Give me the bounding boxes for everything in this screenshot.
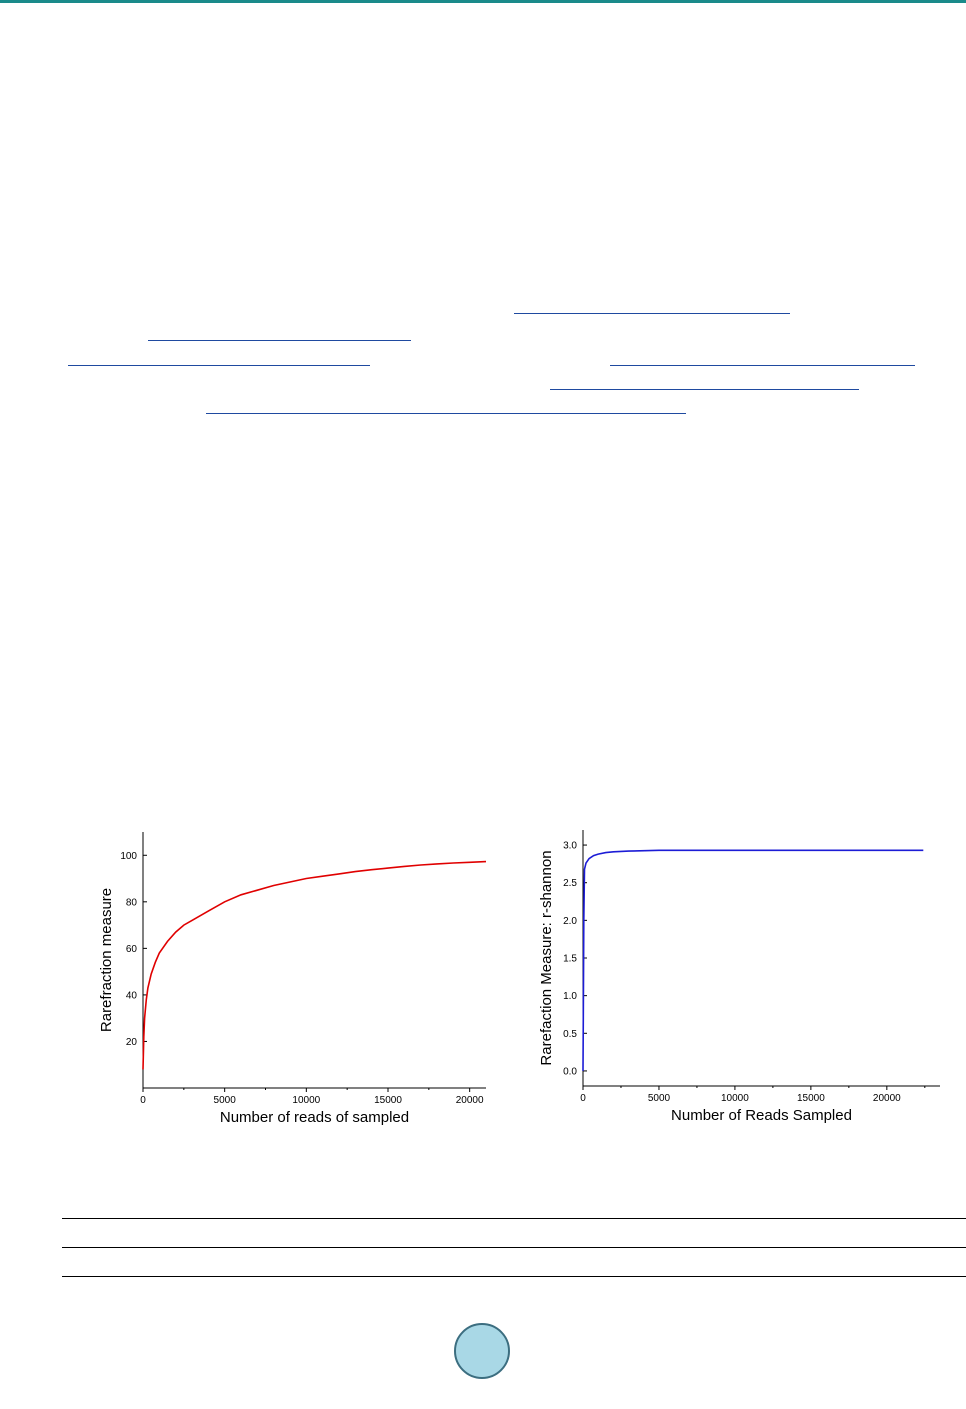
y-tick-label: 20 <box>126 1037 138 1048</box>
y-tick-label: 80 <box>126 897 138 908</box>
citation-link-3[interactable] <box>68 365 370 366</box>
table-bottom-rule <box>62 1276 966 1277</box>
page-number-badge <box>454 1323 510 1379</box>
x-tick-label: 20000 <box>873 1093 901 1104</box>
x-tick-label: 15000 <box>797 1093 825 1104</box>
y-tick-label: 0.0 <box>563 1066 577 1077</box>
table-header-rule <box>62 1247 966 1248</box>
y-axis-title: Rarefraction measure <box>98 888 115 1032</box>
table-top-rule <box>62 1218 966 1219</box>
x-tick-label: 5000 <box>648 1093 671 1104</box>
x-tick-label: 10000 <box>721 1093 749 1104</box>
x-tick-label: 15000 <box>374 1095 402 1106</box>
y-tick-label: 1.0 <box>563 991 577 1002</box>
y-tick-label: 3.0 <box>563 841 577 852</box>
citation-link-1[interactable] <box>514 313 790 314</box>
series-line-1 <box>582 849 924 1071</box>
x-axis-title: Number of reads of sampled <box>220 1109 409 1126</box>
x-axis-title: Number of Reads Sampled <box>671 1107 852 1124</box>
rarefaction-chart-left: 0 5000 10000 15000 20000 20 40 60 80 100 Number of… <box>90 820 500 1140</box>
rarefaction-chart-right: 0 5000 10000 15000 20000 0.0 0.5 1.0 1.5 2.0 2.5 3.… <box>528 812 948 1140</box>
x-tick-label: 0 <box>140 1095 146 1106</box>
rarefaction-chart-left-svg: 0 5000 10000 15000 20000 20 40 60 80 100 Number of… <box>98 832 487 1126</box>
y-tick-label: 40 <box>126 990 138 1001</box>
citation-link-5[interactable] <box>550 389 859 390</box>
y-tick-label: 1.5 <box>563 954 577 965</box>
y-tick-label: 2.5 <box>563 878 577 889</box>
rarefaction-chart-right-svg: 0 5000 10000 15000 20000 0.0 0.5 1.0 1.5 2.0 2.5 3.… <box>538 830 940 1124</box>
citation-link-2[interactable] <box>148 340 411 341</box>
x-tick-label: 0 <box>580 1093 586 1104</box>
y-tick-label: 100 <box>120 851 137 862</box>
y-tick-label: 60 <box>126 944 138 955</box>
series-line-1 <box>142 860 487 1070</box>
x-tick-label: 20000 <box>456 1095 484 1106</box>
x-tick-label: 5000 <box>214 1095 237 1106</box>
y-axis-title: Rarefaction Measure: r-shannon <box>538 850 555 1065</box>
header-rule <box>0 0 966 3</box>
citation-link-4[interactable] <box>610 365 915 366</box>
y-tick-label: 2.0 <box>563 916 577 927</box>
citation-link-6[interactable] <box>206 413 686 414</box>
x-tick-label: 10000 <box>292 1095 320 1106</box>
y-tick-label: 0.5 <box>563 1029 577 1040</box>
